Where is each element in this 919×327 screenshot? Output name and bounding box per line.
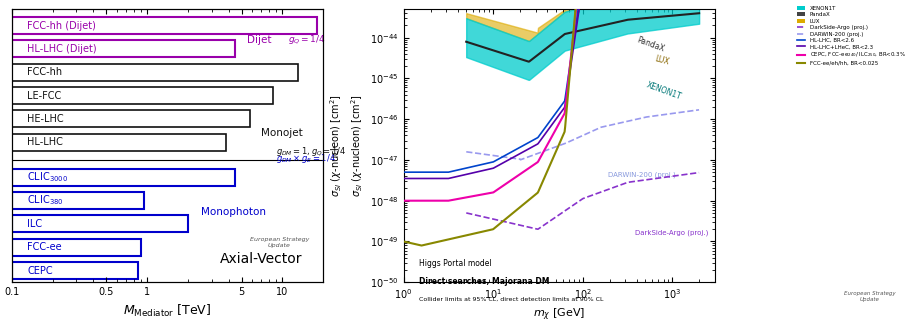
Text: DARWIN-200 (proj.): DARWIN-200 (proj.) — [607, 171, 675, 178]
Bar — [12, 87, 273, 104]
Bar — [12, 64, 298, 81]
Text: HL-LHC (Dijet): HL-LHC (Dijet) — [28, 44, 96, 54]
Text: Monophoton: Monophoton — [200, 207, 266, 217]
Text: ILC: ILC — [28, 219, 42, 229]
Text: XENON1T: XENON1T — [644, 81, 682, 102]
Text: DarkSide-Argo (proj.): DarkSide-Argo (proj.) — [634, 229, 707, 236]
Y-axis label: $\sigma_{SI}$ ($\chi$-nucleon) [cm$^2$]: $\sigma_{SI}$ ($\chi$-nucleon) [cm$^2$] — [328, 94, 344, 197]
Bar — [12, 192, 144, 209]
X-axis label: $m_\chi$ [GeV]: $m_\chi$ [GeV] — [533, 306, 584, 323]
Text: FCC-ee: FCC-ee — [28, 242, 62, 252]
Text: CEPC: CEPC — [28, 266, 52, 276]
Text: Collider limits at 95% CL, direct detection limits at 90% CL: Collider limits at 95% CL, direct detect… — [419, 297, 603, 302]
Text: Direct searches, Majorana DM: Direct searches, Majorana DM — [419, 277, 550, 286]
Text: Monojet: Monojet — [261, 128, 303, 138]
Text: $g_{DM}\times g_E=1/4$: $g_{DM}\times g_E=1/4$ — [276, 152, 335, 164]
X-axis label: $M_{\mathrm{Mediator}}$ [TeV]: $M_{\mathrm{Mediator}}$ [TeV] — [123, 302, 211, 319]
Y-axis label: $\sigma_{SI}$ ($\chi$-nucleon) [cm$^2$]: $\sigma_{SI}$ ($\chi$-nucleon) [cm$^2$] — [348, 94, 364, 197]
Text: CLIC$_{3000}$: CLIC$_{3000}$ — [28, 170, 68, 184]
Text: Axial-Vector: Axial-Vector — [220, 252, 301, 266]
Text: FCC-hh (Dijet): FCC-hh (Dijet) — [28, 21, 96, 30]
Legend: XENON1T, PandaX, LUX, DarkSide-Argo (proj.), DARWIN-200 (proj.), HL-LHC, BR<2.6,: XENON1T, PandaX, LUX, DarkSide-Argo (pro… — [794, 4, 907, 68]
Bar — [12, 215, 187, 232]
Text: European Strategy
Update: European Strategy Update — [249, 237, 309, 248]
Text: HL-LHC: HL-LHC — [28, 137, 63, 147]
Text: Dijet: Dijet — [247, 35, 271, 44]
Text: $g_Q=1/4$: $g_Q=1/4$ — [288, 33, 325, 46]
Text: LUX: LUX — [652, 54, 669, 66]
Text: LE-FCC: LE-FCC — [28, 91, 62, 100]
Bar — [12, 17, 316, 34]
Text: HE-LHC: HE-LHC — [28, 114, 63, 124]
Text: CLIC$_{380}$: CLIC$_{380}$ — [28, 194, 63, 207]
Bar — [12, 111, 250, 127]
Bar — [12, 41, 235, 57]
Bar — [12, 262, 137, 279]
Text: FCC-hh: FCC-hh — [28, 67, 62, 77]
Text: Higgs Portal model: Higgs Portal model — [419, 259, 492, 268]
Text: European Strategy
Update: European Strategy Update — [843, 291, 894, 302]
Bar — [12, 169, 235, 186]
Bar — [12, 134, 225, 151]
Bar — [12, 239, 141, 256]
Text: PandaX: PandaX — [635, 36, 665, 54]
Text: $g_{DM}=1, g_Q=1/4$: $g_{DM}=1, g_Q=1/4$ — [276, 145, 346, 158]
